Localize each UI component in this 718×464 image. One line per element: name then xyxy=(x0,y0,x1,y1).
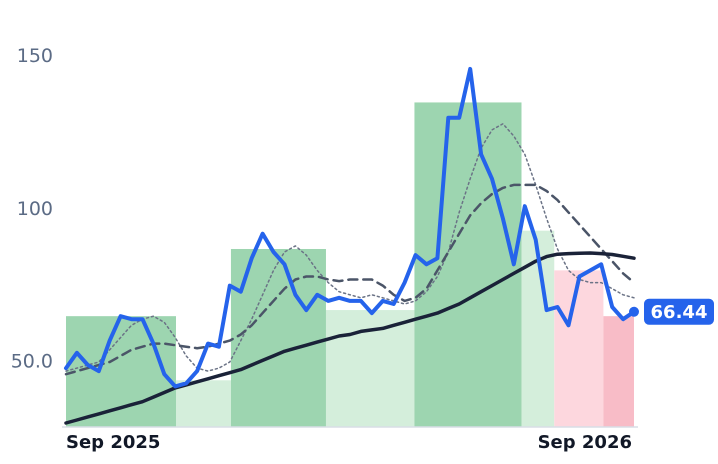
x-tick-label: Sep 2026 xyxy=(538,432,632,453)
regime-band xyxy=(175,380,231,427)
regime-band xyxy=(325,310,415,427)
y-tick-label: 150 xyxy=(17,45,53,67)
series-line xyxy=(65,123,635,372)
regime-band xyxy=(66,316,176,427)
y-tick-label: 50.0 xyxy=(11,350,53,372)
last-value-badge xyxy=(644,298,714,325)
x-tick-label: Sep 2025 xyxy=(66,432,160,453)
series-line xyxy=(64,183,636,376)
regime-band xyxy=(603,316,634,427)
last-point xyxy=(629,306,639,317)
last-value-label: 66.44 xyxy=(651,302,708,323)
regime-band xyxy=(414,102,522,427)
series-line xyxy=(64,66,636,389)
y-tick-label: 100 xyxy=(17,198,53,220)
regime-band xyxy=(554,270,604,427)
